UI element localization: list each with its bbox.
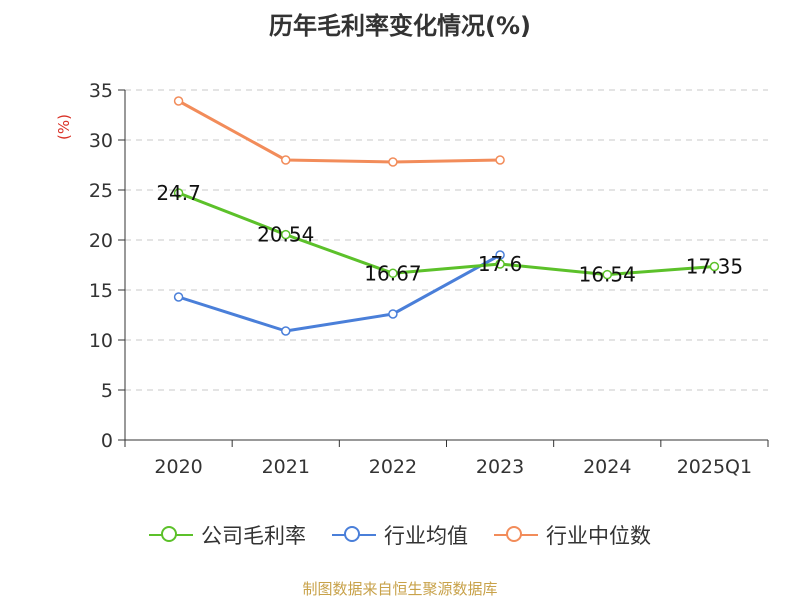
data-label: 16.67 [364,261,421,285]
y-tick-label: 0 [101,430,113,452]
data-point [495,259,505,269]
legend-label: 公司毛利率 [201,524,306,548]
y-axis-label: (%) [55,114,73,140]
data-point [602,269,612,280]
y-tick-label: 10 [89,330,113,352]
data-point [173,188,184,198]
legend-marker-icon [494,525,538,545]
x-tick-label: 2022 [369,456,417,478]
data-point [281,326,291,336]
x-tick-label: 2025Q1 [677,456,752,478]
chart-title: 历年毛利率变化情况(%) [269,12,531,40]
data-label: 17.6 [478,252,523,276]
data-point [281,155,291,165]
y-tick-label: 15 [89,280,113,302]
legend-marker-icon [149,525,193,545]
data-point [709,261,720,272]
legend-marker-icon [332,525,376,545]
data-point [388,268,398,279]
y-tick-label: 35 [89,80,113,102]
legend-label: 行业均值 [384,524,468,548]
series-line [178,253,501,333]
legend-item-industry-mean[interactable]: 行业均值 [332,520,468,550]
x-tick-label: 2020 [154,456,202,478]
legend-label: 行业中位数 [546,524,651,548]
data-point [173,96,184,106]
y-tick-label: 25 [89,180,113,202]
data-point [388,309,398,319]
y-tick-label: 20 [89,230,113,252]
data-source-note: 制图数据来自恒生聚源数据库 [302,580,498,598]
data-point [495,250,505,260]
data-label: 24.7 [156,181,201,205]
x-tick-label: 2023 [476,456,524,478]
data-label: 20.54 [257,223,314,247]
data-point [495,155,505,165]
legend-item-company-margin[interactable]: 公司毛利率 [149,520,306,550]
x-tick-label: 2024 [583,456,631,478]
series-line [177,99,501,164]
legend-item-industry-median[interactable]: 行业中位数 [494,520,651,550]
data-point [173,292,184,302]
y-tick-label: 5 [101,380,113,402]
y-tick-label: 30 [89,130,113,152]
series-line [178,191,715,277]
x-tick-label: 2021 [262,456,310,478]
data-label: 17.35 [686,255,743,279]
data-label: 16.54 [579,263,636,287]
legend: 公司毛利率 行业均值 行业中位数 [0,520,800,550]
data-point [281,229,291,240]
data-point [388,157,398,167]
